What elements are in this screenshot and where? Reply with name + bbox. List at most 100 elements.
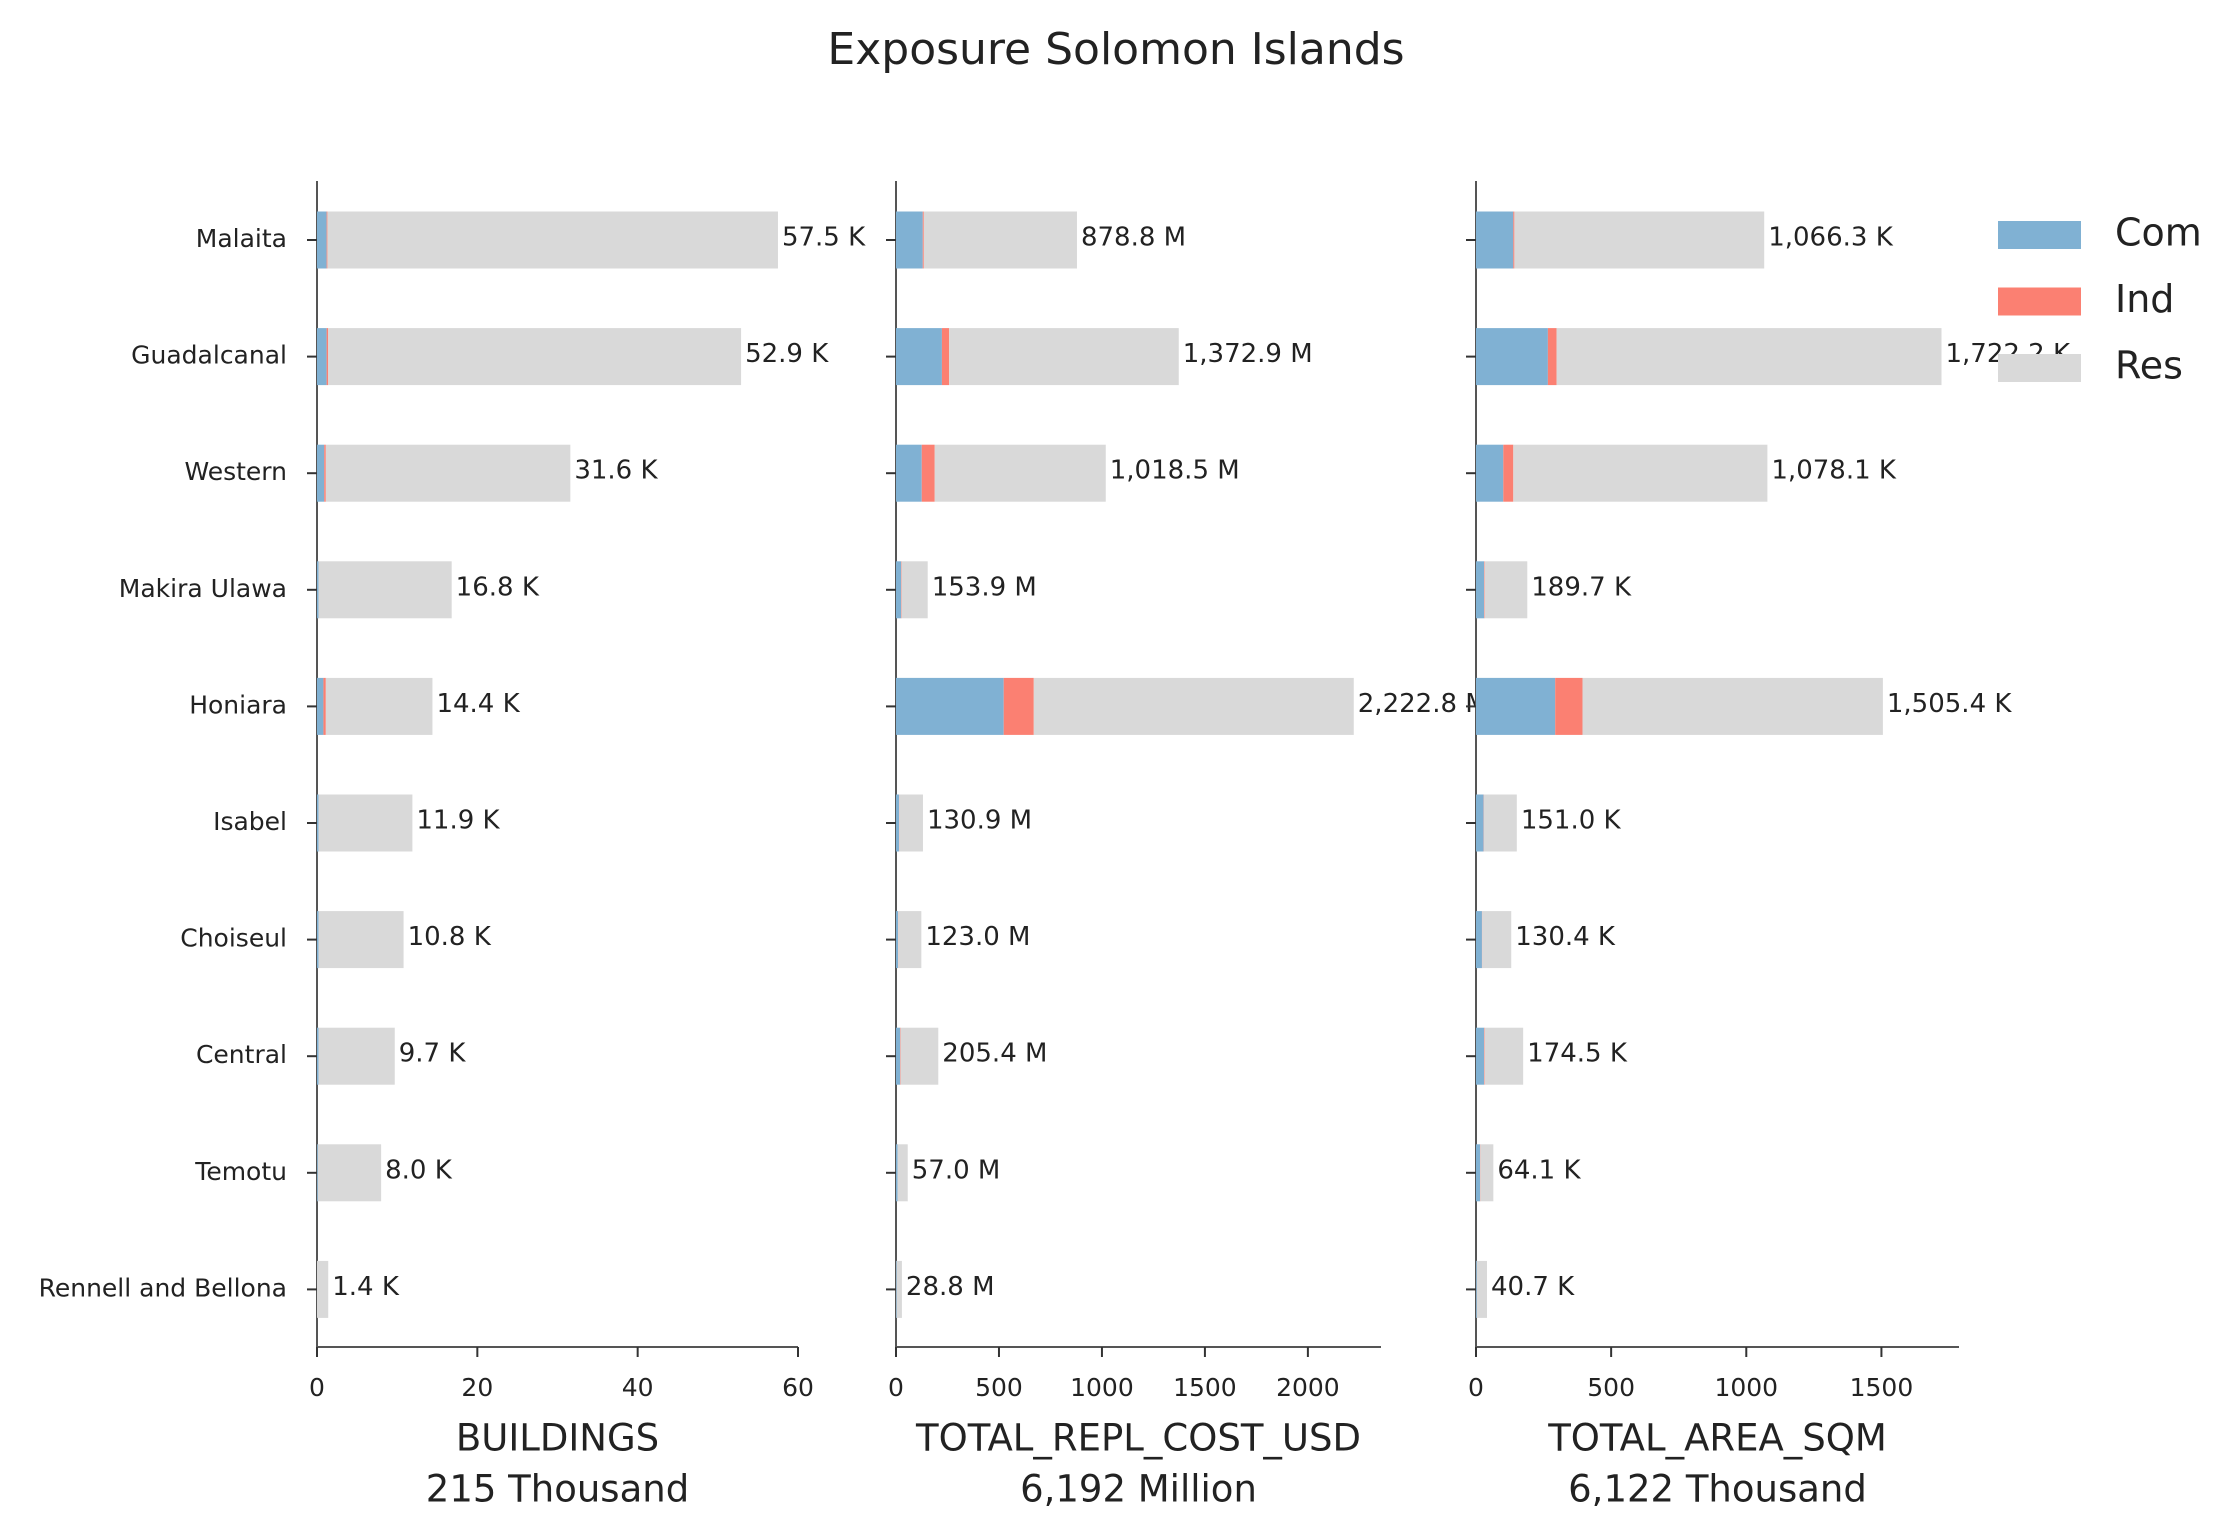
bar-segment — [934, 444, 1106, 502]
bar-segment — [1480, 1144, 1494, 1202]
total-label: 1,066.3 K — [1768, 223, 1894, 253]
total-label: 8.0 K — [385, 1155, 453, 1185]
total-label: 31.6 K — [574, 456, 658, 486]
bar-segment — [317, 1260, 329, 1318]
bar-segment — [1503, 444, 1514, 502]
bar-segment — [1484, 1027, 1524, 1085]
total-label: 205.4 M — [942, 1039, 1047, 1069]
total-label: 130.4 K — [1515, 922, 1616, 952]
legend-swatch — [1998, 221, 2081, 249]
bar-segment — [317, 444, 325, 502]
bar-segment — [325, 444, 571, 502]
bar-segment — [317, 794, 319, 852]
y-tick-label: Makira Ulawa — [119, 574, 287, 603]
bar-segment — [1476, 1027, 1485, 1085]
x-tick-label: 500 — [1587, 1373, 1635, 1402]
bar-segment — [1476, 794, 1484, 852]
bar-segment — [1476, 1260, 1488, 1318]
total-label: 28.8 M — [906, 1272, 995, 1302]
total-label: 130.9 M — [927, 806, 1032, 836]
bar-segment — [896, 1260, 897, 1318]
total-label: 1,505.4 K — [1887, 689, 2013, 719]
x-axis-label: BUILDINGS — [456, 1417, 659, 1460]
bar-segment — [1513, 444, 1768, 502]
x-tick-label: 40 — [622, 1373, 654, 1402]
bar-segment — [896, 1144, 898, 1202]
legend-label: Ind — [2115, 277, 2174, 321]
total-label: 1,372.9 M — [1183, 339, 1313, 369]
bar-segment — [1484, 1027, 1485, 1085]
bar-segment — [1582, 677, 1883, 735]
bar-segment — [1476, 1144, 1481, 1202]
total-label: 57.5 K — [782, 223, 866, 253]
total-label: 189.7 K — [1531, 572, 1632, 602]
bar-segment — [1482, 911, 1512, 969]
x-axis-label: 215 Thousand — [426, 1468, 689, 1511]
bar-segment — [318, 561, 452, 619]
x-axis-label: 6,122 Thousand — [1568, 1468, 1867, 1511]
y-tick-label: Isabel — [213, 807, 287, 836]
total-label: 2,222.8 M — [1358, 689, 1488, 719]
total-label: 878.8 M — [1081, 223, 1186, 253]
total-label: 10.8 K — [408, 922, 492, 952]
bar-segment — [317, 677, 324, 735]
bar-segment — [326, 328, 329, 386]
total-label: 40.7 K — [1491, 1272, 1575, 1302]
bar-segment — [1555, 677, 1583, 735]
total-label: 1.4 K — [332, 1272, 400, 1302]
total-label: 52.9 K — [745, 339, 829, 369]
x-tick-label: 0 — [1468, 1373, 1484, 1402]
bar-segment — [1484, 561, 1485, 619]
x-tick-label: 0 — [888, 1373, 904, 1402]
y-tick-label: Temotu — [194, 1157, 287, 1186]
legend-label: Res — [2115, 344, 2183, 388]
bar-segment — [896, 1260, 902, 1318]
bar-segment — [1547, 328, 1557, 386]
total-label: 9.7 K — [399, 1039, 467, 1069]
total-label: 123.0 M — [925, 922, 1030, 952]
bar-segment — [328, 328, 742, 386]
x-tick-label: 1500 — [1173, 1373, 1237, 1402]
x-axis-label: TOTAL_REPL_COST_USD — [915, 1417, 1361, 1460]
x-tick-label: 60 — [782, 1373, 814, 1402]
y-tick-label: Rennell and Bellona — [39, 1273, 287, 1302]
x-tick-label: 1500 — [1850, 1373, 1914, 1402]
bar-segment — [1003, 677, 1034, 735]
bar-segment — [1476, 211, 1514, 269]
bar-segment — [897, 1144, 908, 1202]
y-tick-label: Malaita — [196, 224, 287, 253]
bar-segment — [317, 561, 319, 619]
bar-segment — [921, 444, 935, 502]
bar-segment — [317, 911, 319, 969]
bar-segment — [1476, 561, 1485, 619]
total-label: 174.5 K — [1527, 1039, 1628, 1069]
bar-segment — [1484, 561, 1528, 619]
bar-segment — [317, 211, 327, 269]
bar-segment — [896, 911, 899, 969]
bar-segment — [922, 211, 924, 269]
bar-segment — [901, 561, 928, 619]
x-tick-label: 1000 — [1070, 1373, 1134, 1402]
bar-segment — [1514, 211, 1765, 269]
bar-segment — [1476, 911, 1482, 969]
total-label: 11.9 K — [416, 806, 500, 836]
bar-segment — [1513, 211, 1515, 269]
bar-segment — [318, 794, 413, 852]
total-label: 14.4 K — [436, 689, 520, 719]
y-tick-label: Honiara — [189, 690, 287, 719]
bar-segment — [896, 328, 942, 386]
bar-segment — [896, 211, 923, 269]
x-tick-label: 2000 — [1276, 1373, 1340, 1402]
y-tick-label: Western — [184, 457, 287, 486]
x-axis-label: TOTAL_AREA_SQM — [1547, 1417, 1887, 1460]
bar-segment — [1556, 328, 1942, 386]
legend-label: Com — [2115, 211, 2202, 255]
bar-segment — [941, 328, 950, 386]
bar-segment — [896, 794, 900, 852]
bar-segment — [317, 328, 327, 386]
x-axis-label: 6,192 Million — [1020, 1468, 1257, 1511]
y-tick-label: Guadalcanal — [131, 341, 287, 370]
bar-segment — [896, 1027, 901, 1085]
